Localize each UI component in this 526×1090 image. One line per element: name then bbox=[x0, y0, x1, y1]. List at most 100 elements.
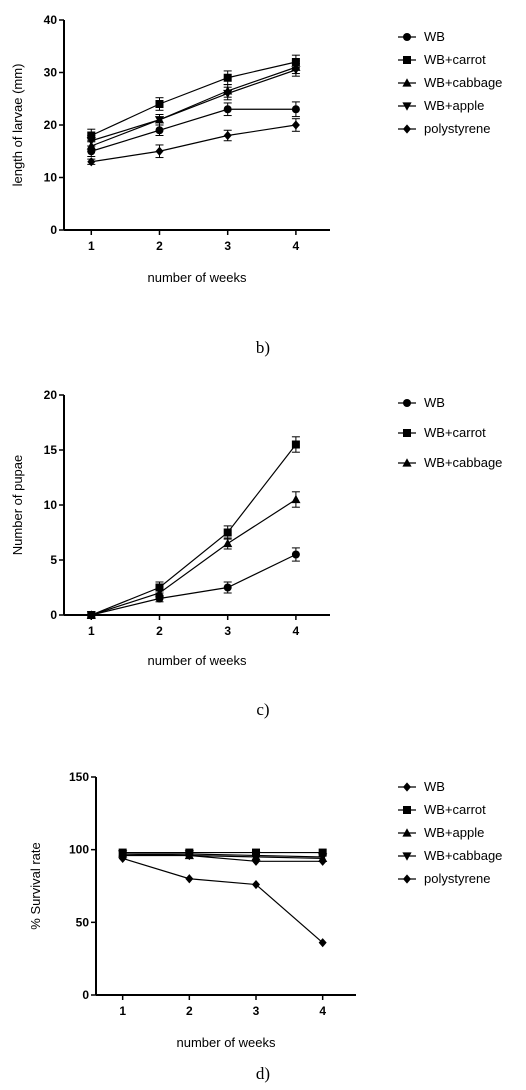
y-tick-label: 10 bbox=[44, 171, 58, 185]
legend-marker bbox=[402, 102, 412, 111]
data-point bbox=[223, 105, 232, 114]
series-line bbox=[91, 61, 297, 137]
data-point bbox=[251, 851, 261, 861]
y-axis-label: length of larvae (mm) bbox=[10, 64, 25, 187]
x-axis-label: number of weeks bbox=[148, 270, 247, 285]
x-tick-label: 4 bbox=[293, 624, 300, 638]
data-point bbox=[86, 610, 96, 619]
data-point bbox=[87, 157, 96, 167]
legend-marker bbox=[403, 782, 411, 792]
legend-label: WB+carrot bbox=[424, 425, 486, 440]
data-point bbox=[223, 528, 232, 537]
legend-label: WB+apple bbox=[424, 98, 484, 113]
survival-rate-chart: 0 50 100 150 1 2 3 4 number of weeks % Survival r… bbox=[28, 770, 502, 1050]
y-tick-label: 0 bbox=[50, 608, 57, 622]
larvae-length-chart: 0 10 20 30 40 1 2 3 4 number of weeks length of la… bbox=[10, 13, 502, 285]
legend-label: polystyrene bbox=[424, 871, 490, 886]
legend-marker bbox=[403, 33, 411, 41]
y-tick-label: 30 bbox=[44, 66, 58, 80]
legend-entry: WB bbox=[398, 779, 445, 794]
series-line bbox=[91, 124, 296, 163]
legend-marker bbox=[402, 78, 412, 87]
data-point bbox=[154, 588, 165, 597]
series-polystyrene bbox=[118, 853, 327, 948]
series-wb-apple bbox=[86, 63, 301, 147]
series-polystyrene bbox=[87, 118, 300, 167]
x-tick-label: 1 bbox=[88, 239, 95, 253]
y-tick-label: 10 bbox=[44, 498, 58, 512]
data-point bbox=[291, 550, 300, 559]
data-point bbox=[185, 874, 194, 884]
data-point bbox=[318, 853, 328, 862]
data-point bbox=[154, 116, 165, 125]
series-wb-cabbage bbox=[86, 491, 301, 619]
x-tick-label: 3 bbox=[253, 1004, 260, 1018]
legend-marker bbox=[403, 429, 411, 437]
y-tick-label: 5 bbox=[50, 553, 57, 567]
legend-marker bbox=[402, 852, 412, 861]
legend-entry: WB+cabbage bbox=[398, 848, 502, 863]
x-tick-label: 2 bbox=[156, 624, 163, 638]
y-tick-label: 0 bbox=[82, 988, 89, 1002]
y-tick-label: 150 bbox=[69, 770, 89, 784]
legend-entry: WB bbox=[398, 29, 445, 44]
legend-label: WB+cabbage bbox=[424, 75, 502, 90]
x-axis-label: number of weeks bbox=[148, 653, 247, 668]
data-point bbox=[155, 126, 164, 135]
series-line bbox=[122, 853, 323, 858]
y-tick-label: 0 bbox=[50, 223, 57, 237]
legend-entry: WB+apple bbox=[398, 825, 484, 840]
caption-b: b) bbox=[255, 338, 271, 357]
series-line bbox=[91, 66, 297, 147]
data-point bbox=[223, 538, 233, 548]
data-point bbox=[291, 66, 301, 75]
data-point bbox=[223, 583, 232, 592]
y-tick-label: 15 bbox=[44, 443, 58, 457]
y-tick-label: 100 bbox=[69, 843, 89, 857]
data-point bbox=[86, 137, 96, 146]
y-tick-label: 20 bbox=[44, 388, 58, 402]
series-line bbox=[91, 498, 297, 616]
caption-d: d) bbox=[255, 1064, 271, 1083]
legend-entry: WB+carrot bbox=[398, 802, 486, 817]
x-tick-label: 3 bbox=[224, 239, 231, 253]
data-point bbox=[291, 120, 300, 130]
caption-c: c) bbox=[256, 700, 270, 719]
data-point bbox=[155, 146, 164, 156]
legend-marker bbox=[403, 399, 411, 407]
legend-marker bbox=[402, 458, 412, 467]
data-point bbox=[291, 494, 301, 504]
legend-marker bbox=[402, 828, 412, 837]
legend-entry: polystyrene bbox=[398, 121, 490, 136]
legend-entry: polystyrene bbox=[398, 871, 490, 886]
data-point bbox=[291, 105, 300, 114]
series-line bbox=[91, 108, 296, 152]
x-tick-label: 2 bbox=[156, 239, 163, 253]
series-wb bbox=[87, 547, 300, 619]
legend-entry: WB+carrot bbox=[398, 425, 486, 440]
y-tick-label: 20 bbox=[44, 118, 58, 132]
series-line bbox=[122, 853, 323, 859]
series-line bbox=[91, 553, 297, 616]
y-tick-label: 40 bbox=[44, 13, 58, 27]
legend-marker bbox=[403, 874, 411, 884]
data-point bbox=[155, 100, 164, 108]
data-point bbox=[223, 89, 233, 99]
legend-label: WB+cabbage bbox=[424, 455, 502, 470]
data-point bbox=[223, 73, 232, 82]
x-axis-label: number of weeks bbox=[177, 1035, 276, 1050]
legend-entry: WB+carrot bbox=[398, 52, 486, 67]
legend-entry: WB+cabbage bbox=[398, 455, 502, 470]
pupae-count-chart: 0 5 10 15 20 1 2 3 4 number of weeks Number of pup… bbox=[10, 388, 502, 668]
legend-entry: WB bbox=[398, 395, 445, 410]
series-line bbox=[91, 444, 297, 616]
x-tick-label: 2 bbox=[186, 1004, 193, 1018]
legend-label: WB bbox=[424, 779, 445, 794]
data-point bbox=[184, 850, 194, 859]
x-tick-label: 4 bbox=[319, 1004, 326, 1018]
series-line bbox=[122, 857, 324, 944]
data-point bbox=[223, 130, 232, 141]
legend-label: WB+carrot bbox=[424, 52, 486, 67]
x-tick-label: 3 bbox=[224, 624, 231, 638]
x-tick-label: 1 bbox=[88, 624, 95, 638]
